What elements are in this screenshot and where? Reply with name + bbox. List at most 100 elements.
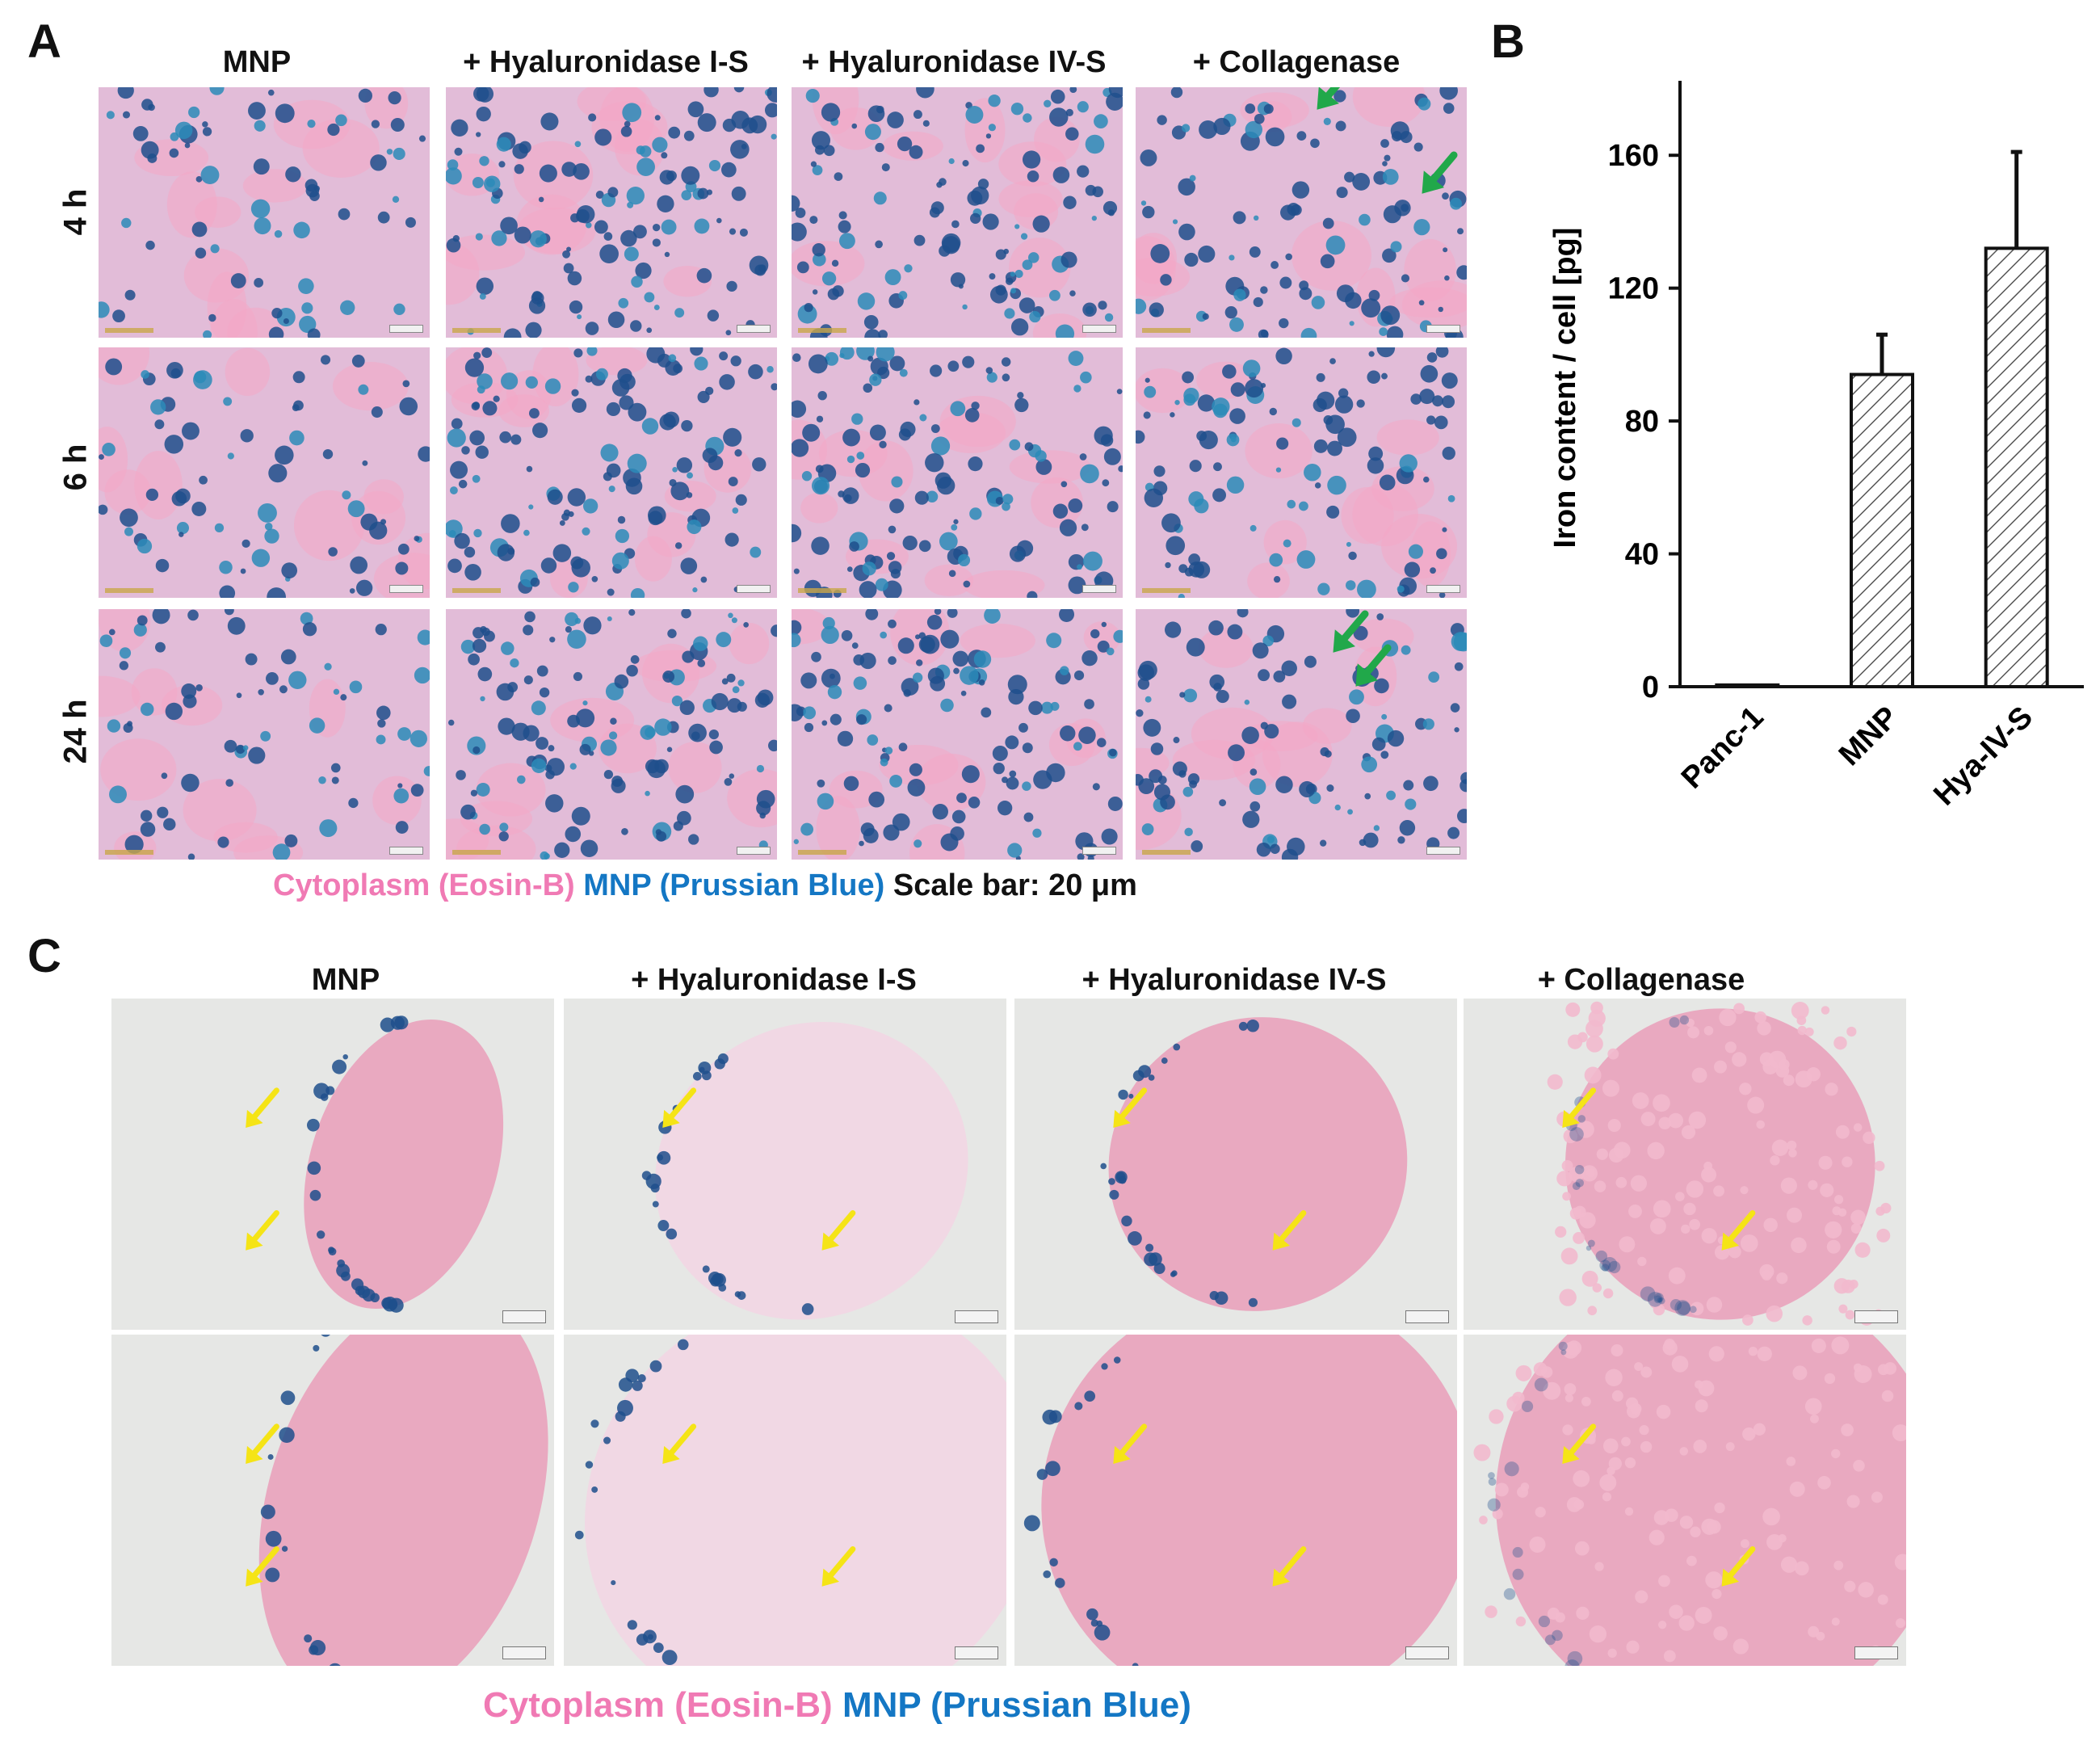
micrograph-tile (1136, 347, 1467, 598)
micrograph-tile (792, 347, 1123, 598)
micrograph-tile (1136, 609, 1467, 860)
y-tick-label: 160 (1608, 139, 1659, 173)
panel-a-legend: Cytoplasm (Eosin-B) MNP (Prussian Blue) … (273, 868, 1137, 903)
panel-c-letter: C (27, 930, 61, 982)
micrograph-tile (99, 87, 430, 338)
microscope-stamp (798, 588, 846, 593)
panel-c-col-header-hya-is: + Hyaluronidase I-S (631, 963, 917, 997)
microscope-stamp (798, 850, 846, 855)
panel-a-col-header-hya-ivs: + Hyaluronidase IV-S (801, 45, 1107, 79)
legend-mnp: MNP (Prussian Blue) (583, 868, 885, 902)
annotation-arrow (1317, 87, 1341, 110)
annotation-arrow (821, 1210, 856, 1251)
spheroid-tile (111, 999, 554, 1330)
micrograph-tile (99, 609, 430, 860)
panel-a-row-header-4h: 4 h (57, 188, 94, 236)
bar-mnp (1850, 372, 1914, 688)
scale-bar (1426, 847, 1460, 855)
panel-c-col-header-mnp: MNP (311, 963, 380, 997)
microscope-stamp (1142, 850, 1191, 855)
scale-bar (1082, 325, 1116, 333)
annotation-arrow (246, 1423, 279, 1465)
panel-c-col-header-hya-ivs: + Hyaluronidase IV-S (1082, 963, 1387, 997)
y-tick-label: 0 (1642, 671, 1659, 704)
legend-c-cytoplasm: Cytoplasm (Eosin-B) (483, 1685, 833, 1725)
iron-content-bar-chart: 0 40 80 120 160 Iron content / cell [pg] Panc-… (1548, 81, 2084, 813)
annotation-arrow (246, 1087, 279, 1129)
x-tick-label: Panc-1 (1675, 700, 1770, 796)
spheroid-tile (1014, 1335, 1457, 1666)
bar-hya-iv-s (1984, 246, 2049, 689)
scale-bar (1405, 1310, 1449, 1323)
scale-bar (737, 585, 771, 593)
panel-c-col-header-collagenase: + Collagenase (1537, 963, 1745, 997)
microscope-stamp (452, 850, 501, 855)
micrograph-tile (446, 609, 777, 860)
annotation-arrow (246, 1210, 279, 1251)
annotation-arrow (1272, 1210, 1307, 1251)
scale-bar (1426, 585, 1460, 593)
micrograph-tile (1136, 87, 1467, 338)
panel-a-col-header-hya-is: + Hyaluronidase I-S (463, 45, 749, 79)
microscope-stamp (452, 588, 501, 593)
scale-bar (737, 847, 771, 855)
annotation-arrow (1562, 1087, 1597, 1129)
micrograph-tile (792, 609, 1123, 860)
annotation-arrow (1422, 151, 1458, 194)
legend-c-mnp: MNP (Prussian Blue) (842, 1685, 1191, 1725)
spheroid-tile (111, 1335, 554, 1666)
scale-bar (502, 1310, 546, 1323)
spheroid-tile (564, 999, 1006, 1330)
annotation-arrow (821, 1546, 856, 1587)
scale-bar (1082, 847, 1116, 855)
panel-a-col-header-mnp: MNP (222, 45, 292, 79)
scale-bar (1854, 1646, 1898, 1659)
spheroid-tile (1014, 999, 1457, 1330)
x-tick-label: MNP (1833, 700, 1905, 772)
scale-bar (1854, 1310, 1898, 1323)
annotation-arrow (1721, 1546, 1756, 1587)
microscope-stamp (1142, 588, 1191, 593)
y-tick-label: 80 (1625, 405, 1659, 439)
micrograph-tile (792, 87, 1123, 338)
scale-bar (1082, 585, 1116, 593)
scale-bar (502, 1646, 546, 1659)
y-tick-label: 120 (1608, 272, 1659, 306)
annotation-arrow (1721, 1210, 1756, 1251)
scale-bar (955, 1310, 998, 1323)
microscope-stamp (1142, 328, 1191, 333)
annotation-arrow (1355, 644, 1392, 687)
microscope-stamp (105, 328, 153, 333)
panel-a-row-header-24h: 24 h (57, 699, 94, 764)
scale-bar (389, 325, 423, 333)
spheroid-tile (1464, 1335, 1906, 1666)
microscope-stamp (798, 328, 846, 333)
scale-bar (389, 847, 423, 855)
annotation-arrow (1333, 610, 1369, 653)
spheroid-tile (564, 1335, 1006, 1666)
x-tick-label: Hya-IV-S (1927, 700, 2039, 813)
microscope-stamp (452, 328, 501, 333)
microscope-stamp (105, 850, 153, 855)
legend-scale-bar: Scale bar: 20 μm (892, 868, 1137, 902)
scale-bar (1405, 1646, 1449, 1659)
annotation-arrow (1562, 1423, 1597, 1465)
scale-bar (955, 1646, 998, 1659)
legend-cytoplasm: Cytoplasm (Eosin-B) (273, 868, 575, 902)
panel-b-letter: B (1491, 15, 1525, 68)
micrograph-tile (99, 347, 430, 598)
annotation-arrow (662, 1087, 697, 1129)
annotation-arrow (246, 1546, 279, 1587)
microscope-stamp (105, 588, 153, 593)
y-axis-label: Iron content / cell [pg] (1548, 228, 1582, 549)
micrograph-tile (446, 87, 777, 338)
spheroid-tile (1464, 999, 1906, 1330)
annotation-arrow (662, 1423, 697, 1465)
scale-bar (737, 325, 771, 333)
annotation-arrow (1113, 1423, 1148, 1465)
annotation-arrow (1113, 1087, 1148, 1129)
bar-panc-1 (1715, 683, 1780, 689)
scale-bar (389, 585, 423, 593)
panel-a-col-header-collagenase: + Collagenase (1192, 45, 1401, 79)
panel-c-legend: Cytoplasm (Eosin-B) MNP (Prussian Blue) (483, 1685, 1191, 1726)
